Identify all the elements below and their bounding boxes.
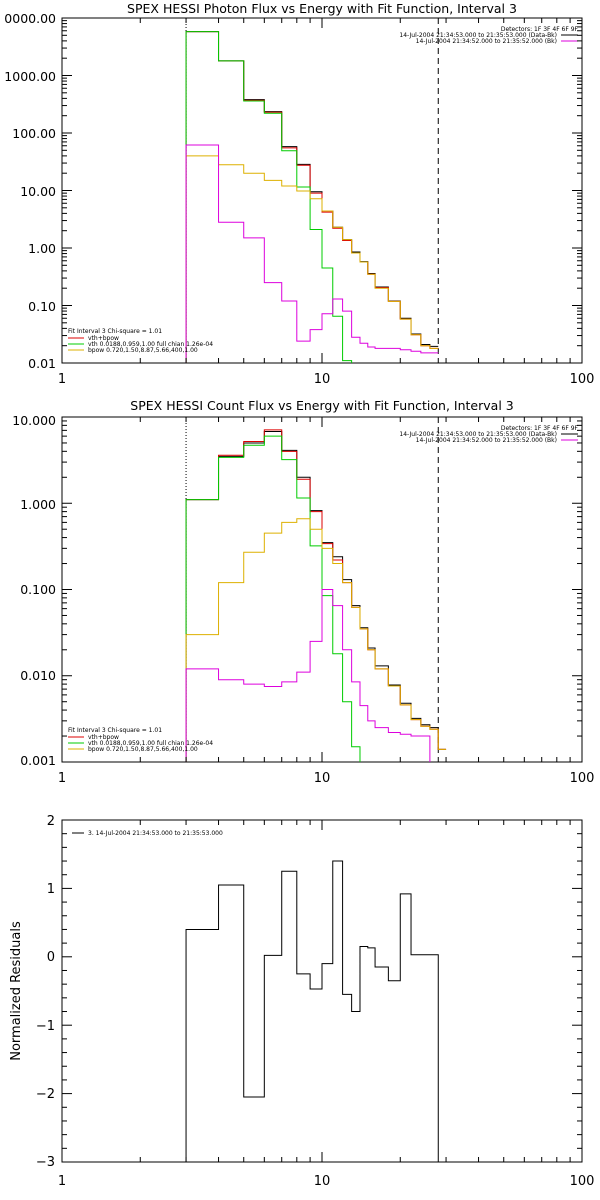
series-vth-line: [185, 435, 361, 762]
y-tick-label: 1000.00: [4, 69, 56, 84]
series-background-line: [185, 144, 439, 363]
y-tick-label: −3: [36, 1155, 55, 1170]
series-bpow-line: [185, 518, 447, 762]
legend-detectors: Detectors: 1F 3F 4F 6F 9F: [501, 26, 579, 33]
chart-title: SPEX HESSI Count Flux vs Energy with Fit…: [130, 398, 513, 413]
y-axis-ticks: [62, 416, 582, 763]
y-tick-label: 0.100: [20, 582, 56, 597]
x-tick-label: 1: [58, 1174, 66, 1189]
legend-fit-entry: vth 0.0188,0.959,1.00 full chian 1.26e-0…: [88, 740, 213, 747]
x-tick-label: 100: [570, 372, 595, 387]
series-vth-line: [185, 31, 353, 363]
x-tick-label: 1: [58, 372, 66, 387]
legend-top: Detectors: 1F 3F 4F 6F 9F 14-Jul-2004 21…: [399, 26, 578, 45]
y-tick-label: 1.000: [20, 497, 56, 512]
plot-area: [185, 18, 439, 363]
y-tick-label: 2: [47, 814, 55, 829]
y-tick-label: −2: [36, 1087, 55, 1102]
series-background-line: [185, 589, 431, 762]
y-tick-label: 0.010: [20, 668, 56, 683]
y-tick-label: 10.00: [20, 184, 56, 199]
y-tick-label: 0000.00: [4, 11, 56, 26]
legend-bk-interval: 14-Jul-2004 21:34:52.000 to 21:35:52.000…: [416, 437, 557, 444]
legend-detectors: Detectors: 1F 3F 4F 6F 9F: [501, 425, 579, 432]
series-total-line: [185, 429, 447, 762]
series-residuals-line: [185, 860, 439, 1162]
legend-fit-entry: vth 0.0188,0.959,1.00 full chian 1.26e-0…: [88, 341, 213, 348]
plot-area: [185, 417, 447, 762]
y-axis-ticks: [62, 819, 582, 1163]
y-tick-label: 0.001: [20, 753, 56, 768]
x-axis-ticks: [61, 417, 583, 762]
count-flux-panel: SPEX HESSI Count Flux vs Energy with Fit…: [12, 398, 595, 786]
plot-frame: [61, 17, 583, 364]
legend-fit: Fit Interval 3 Chi-square = 1.01 vth+bpo…: [68, 727, 213, 753]
legend-fit-header: Fit Interval 3 Chi-square = 1.01: [68, 328, 162, 335]
plot-area: [185, 860, 439, 1162]
x-tick-label: 100: [570, 771, 595, 786]
y-tick-label: −1: [36, 1019, 55, 1034]
legend-fit-entry: bpow 0.720,1.50,8.87,5.66,400,1.00: [88, 746, 198, 753]
y-tick-label: 0.10: [28, 299, 56, 314]
y-tick-label: 100.00: [12, 126, 56, 141]
series-bpow-line: [185, 155, 439, 363]
x-tick-label: 100: [570, 1174, 595, 1189]
series-data-line: [185, 430, 447, 762]
y-tick-label: 10.000: [12, 413, 56, 428]
x-tick-label: 10: [314, 1174, 331, 1189]
y-axis-ticks: [62, 17, 582, 364]
x-tick-label: 1: [58, 771, 66, 786]
x-axis-ticks: [61, 18, 583, 363]
y-tick-label: 1.00: [28, 241, 56, 256]
legend-fit-entry: bpow 0.720,1.50,8.87,5.66,400,1.00: [88, 347, 198, 354]
y-axis-label: Normalized Residuals: [9, 921, 24, 1061]
x-axis-ticks: [61, 820, 583, 1162]
plot-frame: [61, 819, 583, 1163]
legend-fit-entry: vth+bpow: [88, 734, 119, 741]
chart-title: SPEX HESSI Photon Flux vs Energy with Fi…: [127, 1, 517, 16]
residuals-panel: 1 10 100 2 1 0 −1 −2 −3 Normalized Resid…: [9, 814, 594, 1189]
y-tick-label: 1: [47, 882, 55, 897]
legend-fit: Fit Interval 3 Chi-square = 1.01 vth+bpo…: [68, 328, 213, 354]
y-tick-label: 0: [47, 950, 55, 965]
x-tick-label: 10: [314, 372, 331, 387]
legend-entry: 3. 14-Jul-2004 21:34:53.000 to 21:35:53.…: [88, 830, 223, 837]
photon-flux-panel: SPEX HESSI Photon Flux vs Energy with Fi…: [4, 1, 595, 387]
legend-bk-interval: 14-Jul-2004 21:34:52.000 to 21:35:52.000…: [416, 38, 557, 45]
y-tick-label: 0.01: [28, 356, 56, 371]
legend-fit-header: Fit Interval 3 Chi-square = 1.01: [68, 727, 162, 734]
legend-top: Detectors: 1F 3F 4F 6F 9F 14-Jul-2004 21…: [399, 425, 578, 444]
x-tick-label: 10: [314, 771, 331, 786]
legend-data-interval: 14-Jul-2004 21:34:53.000 to 21:35:53.000…: [399, 431, 557, 438]
legend: 3. 14-Jul-2004 21:34:53.000 to 21:35:53.…: [72, 830, 223, 837]
legend-data-interval: 14-Jul-2004 21:34:53.000 to 21:35:53.000…: [399, 32, 557, 39]
legend-fit-entry: vth+bpow: [88, 335, 119, 342]
